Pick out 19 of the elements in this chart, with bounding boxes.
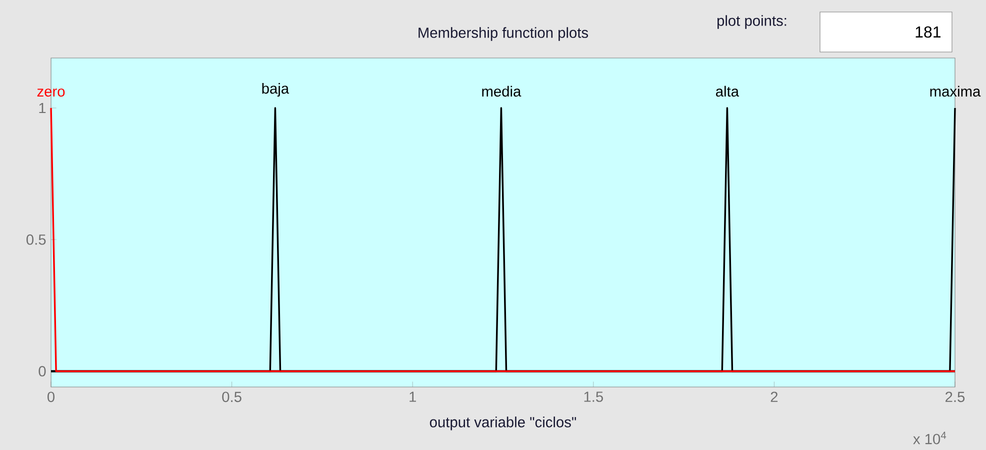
y-tick-label: 1 (39, 102, 46, 114)
x-tick-label: 1.5 (584, 392, 603, 402)
text: plot points: (717, 15, 786, 29)
x-tick-label: 2.5 (946, 392, 965, 402)
series-label: baja (262, 82, 290, 97)
x-tick-label: 0 (48, 392, 55, 402)
y-tick-label: 0 (38, 366, 46, 376)
text: 181 (916, 26, 940, 38)
series-label: maxima (930, 86, 981, 97)
series-label: media (482, 86, 522, 97)
text: x 10$^{4}$ (913, 432, 946, 444)
chart-title: Membership function plots (418, 27, 588, 41)
x-axis-title: output variable "ciclos" (430, 416, 576, 430)
series-label: zero (37, 88, 65, 97)
x-tick-label: 2 (770, 392, 778, 402)
y-tick-label: 0.5 (26, 234, 46, 245)
x-tick-label: 0.5 (222, 392, 242, 402)
x-tick-label: 1 (410, 392, 416, 402)
series-label: alta (716, 86, 740, 97)
